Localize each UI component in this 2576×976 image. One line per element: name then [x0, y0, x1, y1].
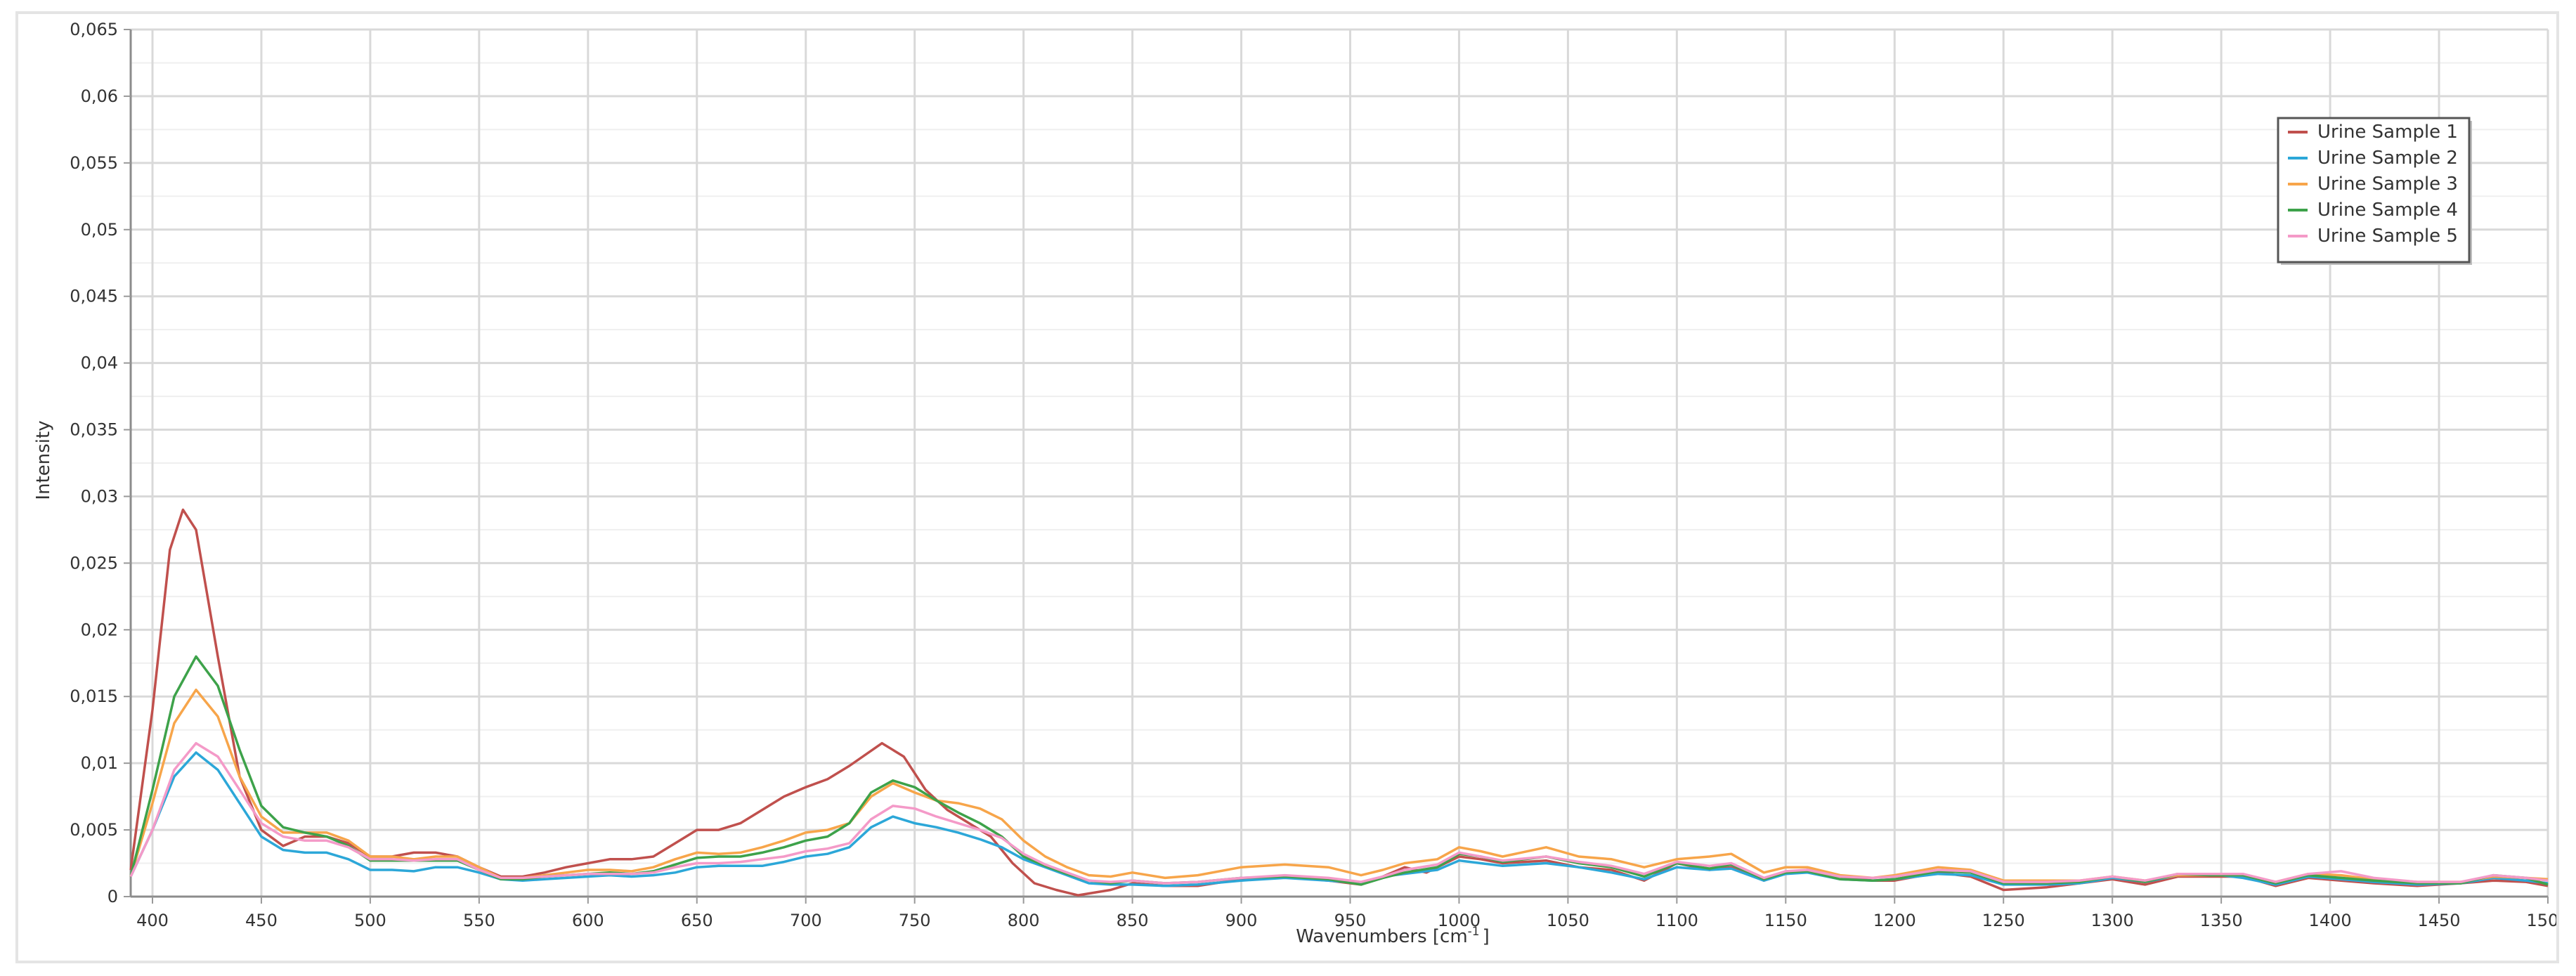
legend-entry-1: Urine Sample 1: [2317, 122, 2458, 143]
y-tick-label: 0,06: [81, 86, 118, 106]
series-line-4: [129, 655, 2549, 886]
x-tick-label: 500: [354, 911, 386, 930]
y-tick-label: 0,035: [70, 420, 118, 440]
x-tick-label: 1300: [2091, 911, 2134, 930]
x-tick-label: 450: [245, 911, 278, 930]
y-tick-label: 0,065: [70, 20, 118, 39]
x-axis-ticks: 400 450 500 550 600 650 700 750 800 850 900 950 1000…: [136, 897, 2556, 930]
legend[interactable]: Urine Sample 1 Urine Sample 2 Urine Sample…: [2277, 117, 2472, 265]
x-tick-label: 550: [463, 911, 495, 930]
x-tick-label: 1350: [2200, 911, 2243, 930]
x-tick-label: 850: [1117, 911, 1149, 930]
y-tick-label: 0,05: [81, 220, 118, 240]
x-axis-title-end: ]: [1483, 926, 1490, 947]
y-tick-label: 0,01: [81, 753, 118, 773]
legend-entry-4: Urine Sample 4: [2317, 200, 2458, 221]
series-line-3: [129, 688, 2549, 883]
x-axis-title-sup: -1: [1468, 925, 1480, 939]
chart-frame: 400 450 500 550 600 650 700 750 800 850 900 950 1000…: [15, 11, 2559, 963]
x-tick-label: 700: [790, 911, 822, 930]
x-axis-title: Wavenumbers [cm-1]: [1296, 925, 1490, 947]
x-tick-label: 1450: [2418, 911, 2461, 930]
x-tick-label: 900: [1225, 911, 1258, 930]
series-lines: [129, 508, 2549, 897]
x-tick-label: 950: [1334, 911, 1367, 930]
x-tick-label: 1150: [1764, 911, 1807, 930]
legend-entry-5: Urine Sample 5: [2317, 226, 2458, 247]
x-tick-label: 800: [1008, 911, 1040, 930]
legend-entry-3: Urine Sample 3: [2317, 174, 2458, 195]
x-tick-label: 1200: [1873, 911, 1916, 930]
x-tick-label: 750: [899, 911, 931, 930]
x-tick-label: 400: [136, 911, 169, 930]
y-tick-label: 0,03: [81, 486, 118, 506]
y-tick-label: 0: [108, 887, 118, 906]
y-axis-ticks: 0 0,005 0,01 0,015 0,02 0,025 0,03 0,035 0,04 0,0…: [70, 20, 131, 906]
y-tick-label: 0,005: [70, 820, 118, 840]
x-tick-label: 1400: [2309, 911, 2352, 930]
y-tick-label: 0,015: [70, 687, 118, 706]
series-line-5: [129, 741, 2549, 885]
y-tick-label: 0,045: [70, 287, 118, 306]
spectrum-chart: 400 450 500 550 600 650 700 750 800 850 900 950 1000…: [33, 20, 2556, 947]
y-tick-label: 0,02: [81, 620, 118, 639]
y-axis-title: Intensity: [33, 420, 54, 500]
x-tick-label: 1100: [1655, 911, 1698, 930]
x-tick-label: 1250: [1982, 911, 2025, 930]
x-axis-title-main: Wavenumbers [cm: [1296, 926, 1467, 947]
y-tick-label: 0,04: [81, 353, 118, 373]
grid: [131, 28, 2549, 898]
y-tick-label: 0,025: [70, 553, 118, 573]
legend-box: [2277, 117, 2471, 263]
x-tick-label: 1050: [1547, 911, 1589, 930]
y-tick-label: 0,055: [70, 153, 118, 173]
series-line-1: [129, 508, 2549, 897]
x-tick-label: 650: [681, 911, 713, 930]
legend-entry-2: Urine Sample 2: [2317, 148, 2458, 169]
axes: [129, 30, 2548, 898]
x-tick-label: 600: [572, 911, 604, 930]
x-tick-label: 1000: [1438, 911, 1481, 930]
series-line-2: [129, 751, 2549, 887]
